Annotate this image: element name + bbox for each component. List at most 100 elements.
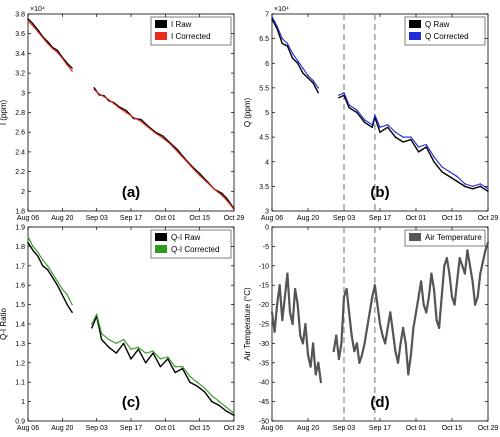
data-point xyxy=(422,303,425,306)
panel-d: Aug 06 Aug 20 Sep 03 Sep 17 Oct 01 Oct 15 Oct … xyxy=(243,225,498,433)
data-point xyxy=(233,414,235,416)
data-point xyxy=(122,338,125,341)
data-point xyxy=(376,303,379,306)
data-point xyxy=(312,79,314,82)
plot-frame xyxy=(27,13,235,212)
legend-entry: I Raw xyxy=(171,20,192,29)
y-tick-label: 3.2 xyxy=(15,71,25,78)
x-tick-label: Sep 03 xyxy=(333,425,355,432)
data-point xyxy=(100,338,103,341)
data-point xyxy=(343,92,345,94)
data-point xyxy=(27,18,29,20)
data-point xyxy=(140,120,142,123)
data-point xyxy=(32,245,34,248)
data-point xyxy=(221,194,223,196)
data-point xyxy=(270,311,274,314)
y-tick-label: -10 xyxy=(259,263,269,270)
data-point xyxy=(56,49,59,52)
data-point xyxy=(296,303,299,306)
y-tick-label: 3.6 xyxy=(15,31,25,38)
data-point xyxy=(191,166,194,169)
data-point xyxy=(32,23,34,25)
data-point xyxy=(46,40,49,43)
data-point xyxy=(402,326,405,329)
data-point xyxy=(410,138,412,141)
legend: Air Temperature xyxy=(404,229,486,247)
data-point xyxy=(93,87,95,89)
data-point xyxy=(474,303,477,306)
data-point xyxy=(108,346,110,348)
x-tick-label: Oct 01 xyxy=(155,215,176,222)
data-point xyxy=(350,334,353,337)
data-point xyxy=(103,96,105,98)
data-point xyxy=(66,64,68,66)
series-line-b-0 xyxy=(271,18,489,192)
data-point xyxy=(425,143,427,146)
x-tick-label: Oct 29 xyxy=(478,215,499,222)
data-point xyxy=(484,249,487,252)
data-point xyxy=(368,311,371,314)
legend-entry: Q Raw xyxy=(425,20,450,29)
data-point xyxy=(152,352,154,354)
data-point xyxy=(283,295,286,298)
x-tick-label: Sep 17 xyxy=(120,215,142,222)
data-point xyxy=(198,172,201,175)
data-point xyxy=(218,400,220,403)
y-tick-label: -20 xyxy=(259,302,269,309)
data-point xyxy=(314,373,317,376)
data-point xyxy=(404,342,407,345)
data-point xyxy=(456,175,458,178)
data-point xyxy=(56,280,59,283)
data-point xyxy=(37,251,39,253)
data-point xyxy=(312,342,315,345)
data-point xyxy=(46,268,49,271)
data-point xyxy=(464,183,466,185)
data-point xyxy=(476,295,479,298)
legend-swatch xyxy=(155,20,167,28)
y-tick-label: 3.8 xyxy=(15,12,25,19)
data-point xyxy=(427,295,430,298)
data-point xyxy=(61,57,64,60)
data-point xyxy=(340,342,343,345)
data-point xyxy=(399,342,402,345)
x-tick-label: Oct 01 xyxy=(406,425,427,432)
data-point xyxy=(71,303,73,306)
y-tick-label: 6 xyxy=(265,61,269,68)
y-tick-label: 2.2 xyxy=(15,169,25,176)
data-point xyxy=(371,295,374,298)
y-tick-label: 4.5 xyxy=(259,135,269,142)
data-point xyxy=(225,199,228,201)
panel-b: Aug 06 Aug 20 Sep 03 Sep 17 Oct 01 Oct 15 Oct … xyxy=(243,6,498,222)
data-point xyxy=(167,358,169,360)
data-point xyxy=(309,365,312,368)
data-point xyxy=(137,348,140,350)
data-point xyxy=(91,323,93,325)
data-point xyxy=(42,265,44,267)
data-point xyxy=(441,170,443,173)
data-point xyxy=(317,361,320,364)
data-point xyxy=(211,400,213,403)
data-point xyxy=(471,185,474,188)
data-point xyxy=(402,136,404,138)
x-tick-label: Sep 17 xyxy=(369,425,391,432)
x-tick-label: Sep 03 xyxy=(86,215,108,222)
y-axis-label: I (ppm) xyxy=(0,100,8,126)
x-tick-label: Sep 17 xyxy=(120,425,142,432)
legend: Q Raw Q Corrected xyxy=(404,16,486,46)
data-point xyxy=(37,255,39,257)
x-tick-label: Sep 03 xyxy=(86,425,108,432)
data-point xyxy=(479,272,482,275)
legend: Q-I Raw Q-I Corrected xyxy=(150,229,232,259)
data-point xyxy=(203,391,206,393)
x-tick-label: Oct 01 xyxy=(155,425,176,432)
data-point xyxy=(273,330,276,333)
y-tick-label: 3 xyxy=(21,90,25,97)
data-point xyxy=(384,342,387,345)
data-point xyxy=(448,175,451,178)
data-point xyxy=(291,57,294,60)
data-point xyxy=(394,350,397,353)
data-point xyxy=(386,326,389,329)
y-tick-label: -35 xyxy=(259,360,269,367)
panel-label: (c) xyxy=(122,394,140,411)
data-point xyxy=(288,311,292,314)
